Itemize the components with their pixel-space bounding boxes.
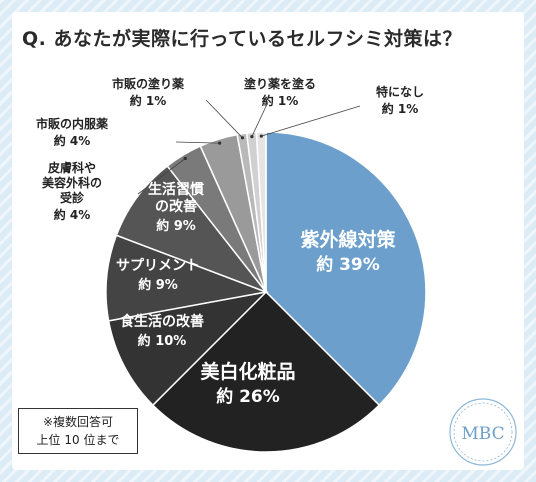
slice-label-2: 食生活の改善約 10% xyxy=(120,313,204,349)
slice-label-3: サプリメント約 9% xyxy=(116,258,200,293)
slice-label-9: 特になし約 1% xyxy=(376,84,424,116)
slice-label-6: 市販の内服薬約 4% xyxy=(36,116,108,148)
leader-line-9 xyxy=(261,105,361,137)
pie-slice-0 xyxy=(265,131,427,407)
pie-slice-3 xyxy=(105,234,269,322)
leader-line-7 xyxy=(205,99,243,139)
page-title: Q. あなたが実際に行っているセルフシミ対策は？ xyxy=(22,28,463,50)
pie-slice-9 xyxy=(255,131,267,293)
pie-slice-2 xyxy=(107,290,269,407)
note-box: ※複数回答可 上位 10 位まで xyxy=(18,408,138,454)
leader-line-8 xyxy=(251,101,269,137)
slice-label-8: 塗り薬を塗る約 1% xyxy=(244,76,316,108)
slice-label-7: 市販の塗り薬約 1% xyxy=(112,76,184,108)
leader-dot-5 xyxy=(183,156,187,161)
leader-line-6 xyxy=(175,141,220,144)
pie-slice-1 xyxy=(151,290,381,453)
note-line-2: 上位 10 位まで xyxy=(36,433,120,447)
pie-slice-4 xyxy=(115,164,269,294)
leader-dot-6 xyxy=(218,141,222,145)
logo-text: MBC xyxy=(461,424,504,444)
slice-label-4: 生活習慣の改善約 9% xyxy=(148,181,204,234)
slice-label-0: 紫外線対策約 39% xyxy=(300,228,396,275)
note-line-1: ※複数回答可 xyxy=(42,415,114,429)
leader-dot-8 xyxy=(250,135,254,139)
leader-line-5 xyxy=(137,158,186,195)
leader-dot-9 xyxy=(259,134,263,138)
leader-dot-7 xyxy=(240,136,245,140)
mbc-logo: MBC xyxy=(449,398,517,466)
slice-label-5: 皮膚科や美容外科の受診約 4% xyxy=(42,160,102,222)
slice-label-1: 美白化粧品約 26% xyxy=(200,360,295,407)
